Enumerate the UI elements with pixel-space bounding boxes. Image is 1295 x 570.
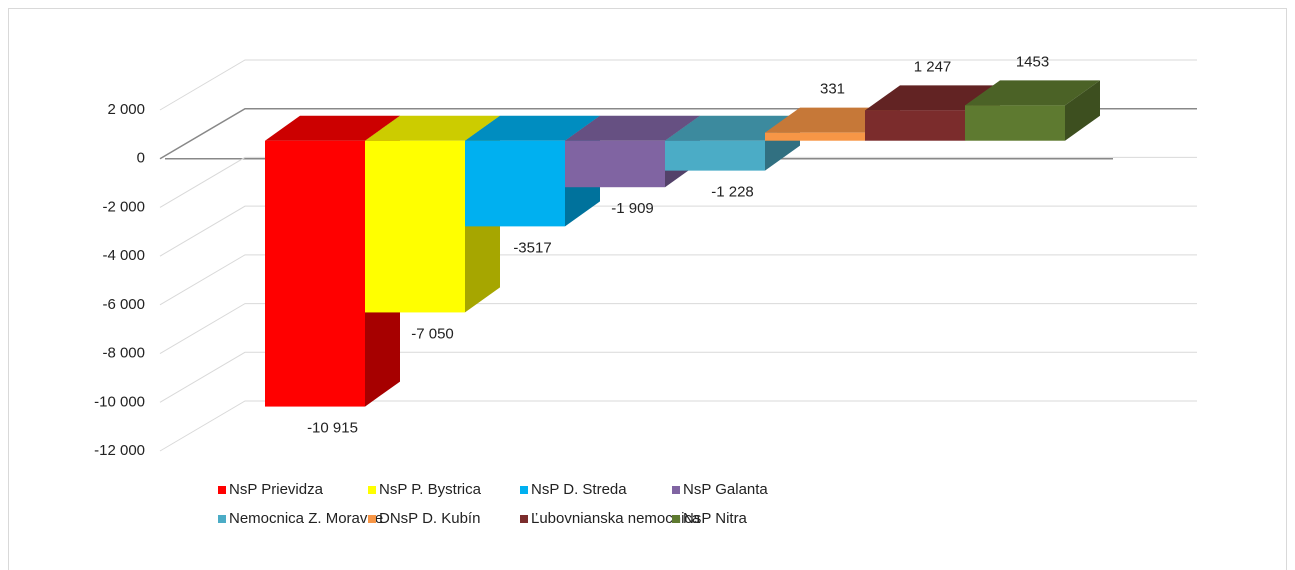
legend-swatch	[218, 486, 226, 494]
bar	[865, 110, 965, 141]
bar-side	[1065, 80, 1100, 141]
legend-label: NsP P. Bystrica	[379, 481, 482, 498]
bar	[465, 140, 565, 227]
data-label: 331	[820, 81, 845, 98]
bar	[765, 132, 865, 141]
y-tick-label: -6 000	[102, 296, 145, 313]
legend-swatch	[672, 515, 680, 523]
bar-top	[465, 115, 600, 141]
legend-label: Nemocnica Z. Moravce	[229, 510, 383, 527]
bar-top	[565, 115, 700, 141]
data-label: -1 228	[711, 184, 754, 201]
legend-swatch	[520, 486, 528, 494]
grid-line	[159, 205, 1197, 257]
chart-frame	[8, 8, 1287, 570]
data-label: -3517	[513, 239, 551, 256]
legend-label: NsP Prievidza	[229, 481, 324, 498]
legend-label: NsP Galanta	[683, 481, 768, 498]
y-tick-label: -8 000	[102, 345, 145, 362]
y-tick-label: -2 000	[102, 198, 145, 215]
legend-swatch	[368, 486, 376, 494]
legend-label: DNsP D. Kubín	[379, 510, 480, 527]
bar-top	[365, 115, 500, 141]
data-label: -7 050	[411, 325, 454, 342]
legend-label: NsP D. Streda	[531, 481, 627, 498]
grid-line	[159, 400, 1197, 452]
y-tick-label: 2 000	[107, 101, 145, 118]
bar	[265, 140, 365, 407]
legend-swatch	[520, 515, 528, 523]
bar-top	[965, 80, 1100, 106]
data-label: 1453	[1016, 53, 1049, 70]
legend-label: NsP Nitra	[683, 510, 748, 527]
grid-line	[159, 303, 1197, 355]
grid-line	[159, 59, 1197, 111]
legend-swatch	[368, 515, 376, 523]
legend-swatch	[218, 515, 226, 523]
grid-line	[159, 254, 1197, 306]
legend-label: Ľubovnianska nemocnica	[531, 510, 701, 527]
grid-line	[159, 156, 1197, 208]
y-tick-label: -4 000	[102, 247, 145, 264]
bar	[365, 140, 465, 313]
grid-line	[159, 351, 1197, 403]
bar	[665, 140, 765, 171]
data-label: -1 909	[611, 200, 654, 217]
y-tick-label: -10 000	[94, 393, 145, 410]
y-tick-label: -12 000	[94, 442, 145, 459]
bar	[565, 140, 665, 188]
data-label: -10 915	[307, 420, 358, 437]
bar	[965, 105, 1065, 141]
legend-swatch	[672, 486, 680, 494]
data-label: 1 247	[914, 58, 952, 75]
bar-top	[265, 115, 400, 141]
bar-top	[865, 85, 1000, 111]
y-tick-label: 0	[137, 150, 145, 167]
